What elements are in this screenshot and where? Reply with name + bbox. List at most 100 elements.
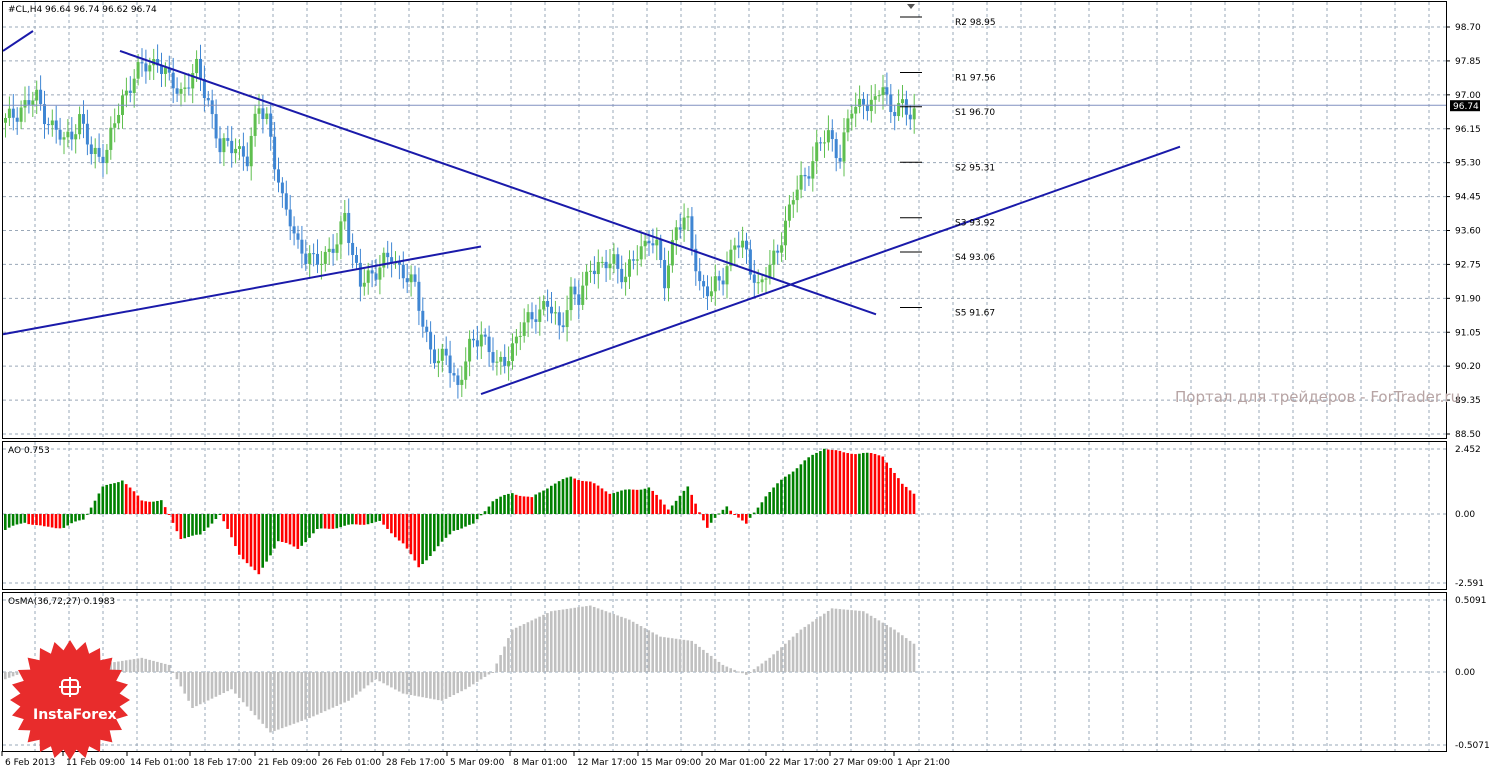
osma-bar xyxy=(296,672,300,723)
osma-bar xyxy=(550,611,553,672)
ao-bar xyxy=(893,472,896,514)
candle-body xyxy=(261,108,265,120)
ao-bar xyxy=(491,501,495,514)
ao-bar xyxy=(616,491,619,514)
osma-bar xyxy=(386,672,389,686)
candle-body xyxy=(858,98,862,107)
candle-body xyxy=(429,331,433,350)
ao-bar xyxy=(635,489,639,514)
candle-body xyxy=(4,117,7,123)
ao-bar xyxy=(628,489,631,514)
osma-bar xyxy=(144,658,147,672)
ao-bar xyxy=(222,514,225,522)
osma-bar xyxy=(179,672,183,687)
osma-layer xyxy=(4,605,916,733)
candle-body xyxy=(678,227,682,230)
osma-bar xyxy=(249,672,253,711)
ao-bar xyxy=(160,500,163,514)
x-tick-label: 15 Mar 09:00 xyxy=(641,758,701,768)
ao-bar xyxy=(850,453,853,514)
ao-bar xyxy=(869,453,873,514)
trendline-support-early xyxy=(2,245,482,336)
ao-bar xyxy=(210,514,214,524)
ao-bar xyxy=(553,483,557,514)
osma-bar xyxy=(791,636,795,672)
osma-bar xyxy=(347,672,350,701)
candle-body xyxy=(748,249,752,275)
osma-bar xyxy=(819,616,822,672)
osma-bar xyxy=(725,666,729,672)
osma-bar xyxy=(741,672,744,674)
ao-bar xyxy=(487,506,491,514)
osma-bar xyxy=(600,609,604,672)
ao-bar xyxy=(456,514,459,530)
ao-bar xyxy=(253,514,257,571)
osma-bar xyxy=(604,611,608,672)
candle-body xyxy=(425,326,429,332)
price-y-tick-label: 94.45 xyxy=(1455,193,1481,203)
ao-bar xyxy=(709,514,713,523)
ao-bar xyxy=(269,514,272,556)
osma-bar xyxy=(199,672,202,705)
candle-body xyxy=(550,306,553,314)
candle-body xyxy=(706,286,709,297)
osma-bar xyxy=(475,672,479,682)
candle-body xyxy=(187,87,191,89)
ao-bar xyxy=(121,480,124,514)
candle-body xyxy=(117,114,121,124)
osma-bar xyxy=(218,672,222,695)
candle-body xyxy=(655,239,659,246)
candle-body xyxy=(464,361,468,380)
candle-body xyxy=(456,375,460,385)
x-tick-label: 11 Feb 09:00 xyxy=(66,758,125,768)
ao-bar xyxy=(183,514,186,539)
osma-bar xyxy=(850,610,853,672)
candle-body xyxy=(780,245,784,253)
candle-body xyxy=(862,98,865,105)
x-tick-label: 28 Feb 17:00 xyxy=(386,758,445,768)
osma-bar xyxy=(780,647,783,672)
x-tick-label: 22 Mar 17:00 xyxy=(769,758,829,768)
candle-body xyxy=(768,264,772,279)
candle-body xyxy=(253,113,257,136)
osma-bar xyxy=(206,672,210,701)
candle-body xyxy=(842,132,846,162)
candle-body xyxy=(577,294,581,305)
candle-body xyxy=(93,147,97,155)
ao-bar xyxy=(729,510,732,514)
ao-bar xyxy=(405,514,409,549)
candle-body xyxy=(589,270,592,272)
osma-bar xyxy=(433,672,436,700)
candle-body xyxy=(128,90,132,94)
ao-bar xyxy=(300,514,303,546)
ao-bar xyxy=(799,464,803,514)
price-y-tick-label: 97.85 xyxy=(1455,57,1481,67)
candle-body xyxy=(444,348,448,356)
osma-bar xyxy=(284,672,288,727)
osma-bar xyxy=(799,629,803,672)
osma-panel-frame xyxy=(2,592,1447,752)
candle-body xyxy=(179,88,183,94)
osma-bar xyxy=(643,628,647,672)
candle-body xyxy=(631,259,635,261)
ao-bar xyxy=(277,514,280,542)
osma-bar xyxy=(191,672,194,708)
pivot-level-label: S1 96.70 xyxy=(955,108,995,118)
ao-bar xyxy=(865,452,869,514)
osma-bar xyxy=(764,660,768,672)
ao-bar xyxy=(807,457,810,514)
candle-body xyxy=(514,336,518,344)
ao-bar xyxy=(764,496,768,514)
candle-body xyxy=(238,146,241,149)
ao-bar xyxy=(230,514,233,538)
osma-bar xyxy=(464,672,467,690)
ao-bar xyxy=(175,514,179,532)
ao-bar xyxy=(280,514,284,542)
osma-bar xyxy=(522,624,526,672)
candle-body xyxy=(491,352,495,363)
candle-body xyxy=(300,239,304,254)
candle-body xyxy=(620,268,624,283)
osma-bar xyxy=(160,662,163,672)
osma-bar xyxy=(335,672,339,706)
osma-bar xyxy=(706,652,709,672)
